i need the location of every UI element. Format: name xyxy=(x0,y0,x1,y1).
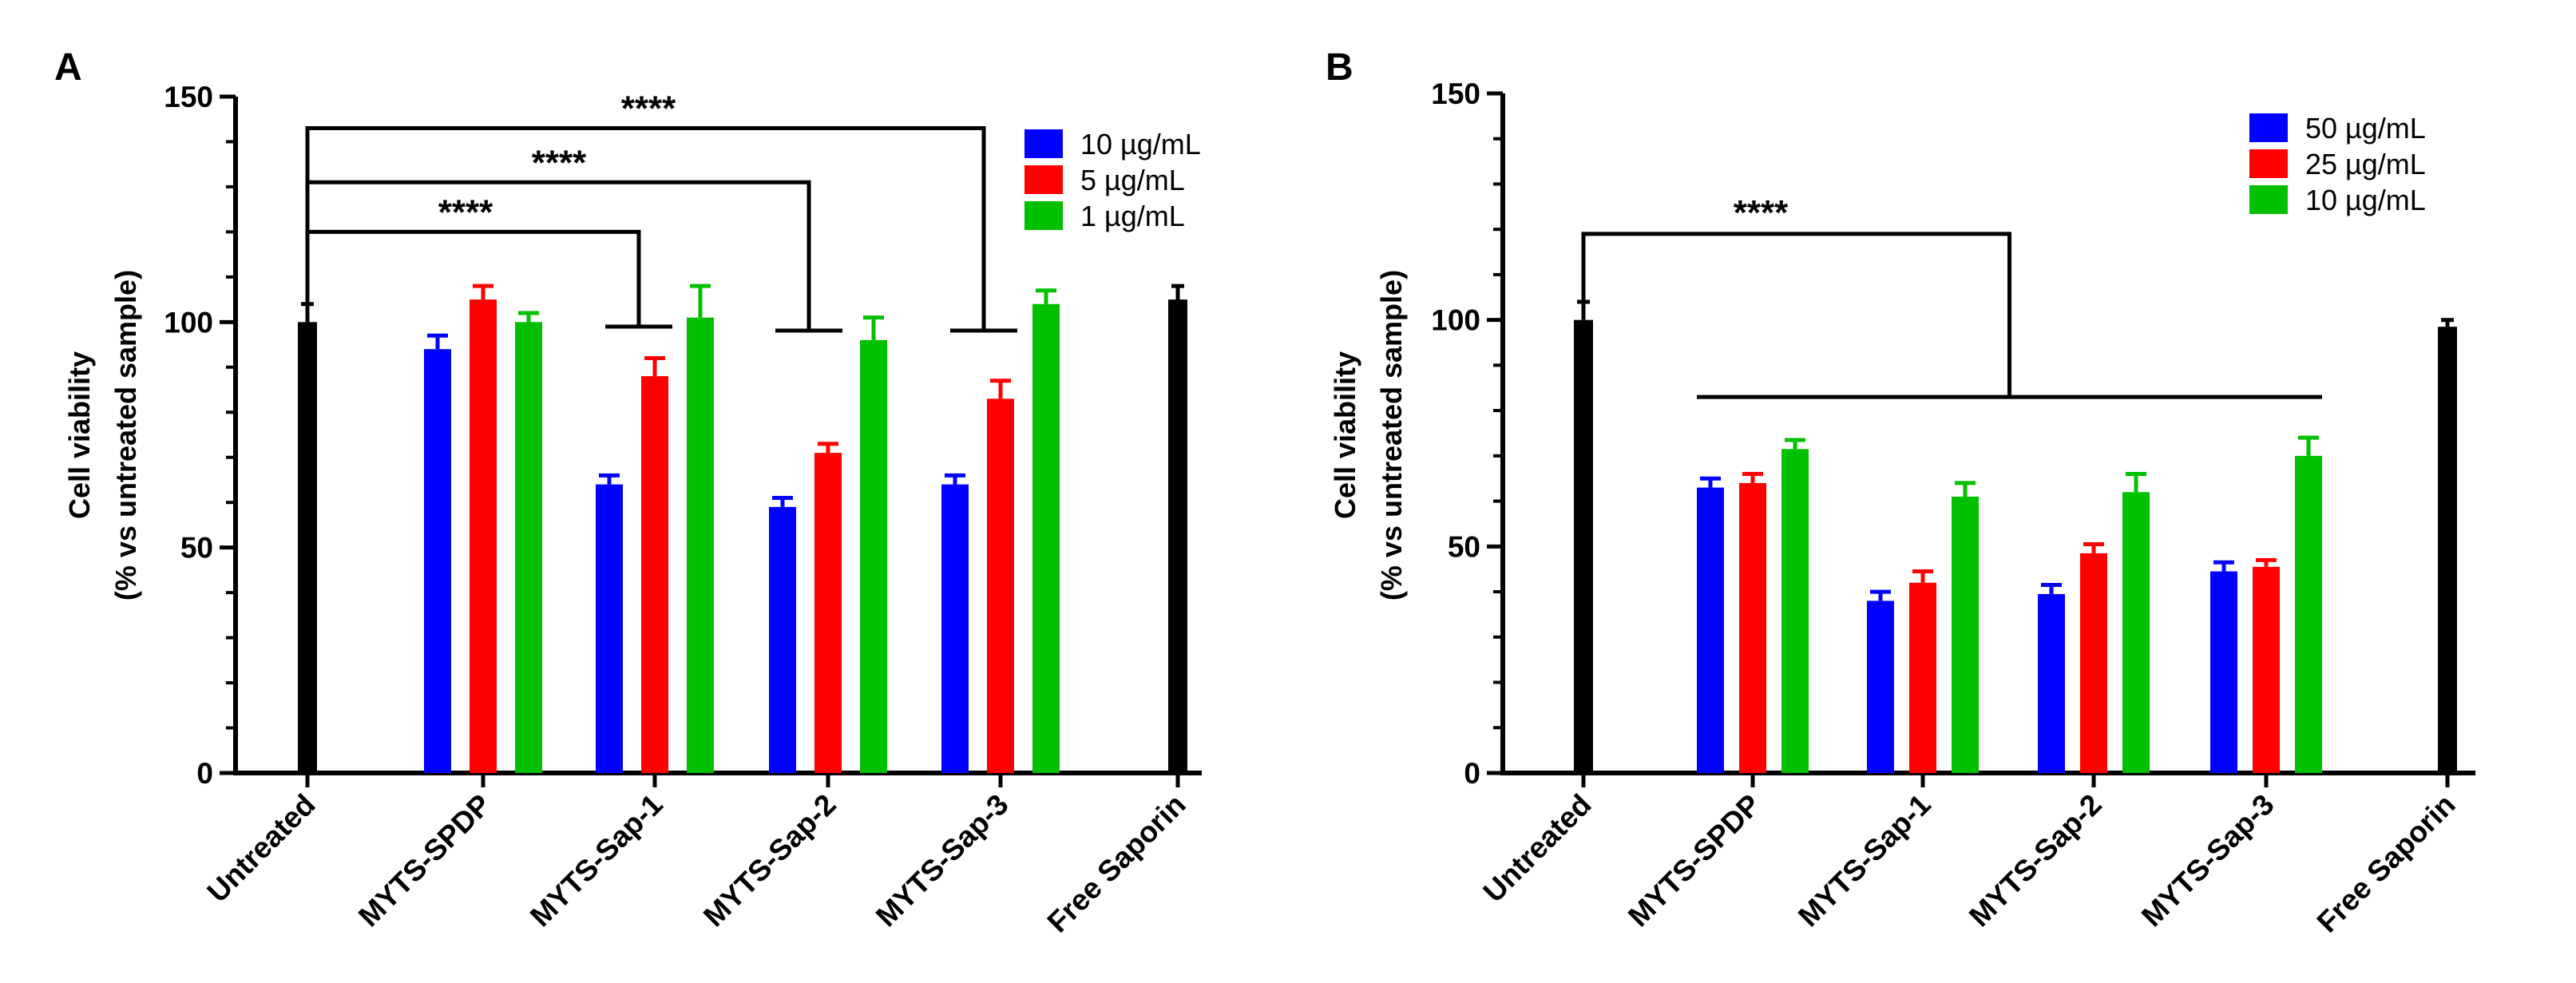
y-tick-label: 100 xyxy=(164,306,213,339)
legend-swatch xyxy=(1024,165,1063,194)
bar-free-saporin xyxy=(2438,327,2457,774)
legend-label: 5 µg/mL xyxy=(1080,164,1185,196)
x-category-label: MYTS-Sap-2 xyxy=(1963,788,2108,933)
x-category-label: MYTS-Sap-1 xyxy=(1792,788,1937,933)
legend-swatch xyxy=(2249,185,2288,214)
x-category-label: MYTS-SPDP xyxy=(1622,788,1767,933)
bar-series-2 xyxy=(687,317,714,774)
bar-series-0 xyxy=(596,484,623,773)
bar-free-saporin xyxy=(1168,299,1187,774)
significance-label: **** xyxy=(1734,193,1789,232)
x-category-label: Untreated xyxy=(1477,788,1598,909)
bar-series-2 xyxy=(860,339,887,773)
x-category-label: MYTS-Sap-3 xyxy=(2135,788,2281,933)
x-category-label: Free Saporin xyxy=(2311,788,2462,939)
x-category-label: MYTS-Sap-1 xyxy=(524,788,669,933)
bar-series-0 xyxy=(2038,593,2065,773)
y-axis-subtitle: (% vs untreated sample) xyxy=(109,270,142,601)
bar-series-1 xyxy=(2253,566,2280,773)
bar-series-2 xyxy=(2295,455,2322,773)
x-category-label: Untreated xyxy=(201,788,322,909)
panel-a: A 0 50 100 150 Cell viability (% vs untreated … xyxy=(54,46,1202,939)
bar-series-1 xyxy=(814,453,842,773)
bar-untreated xyxy=(298,322,317,773)
bar-series-1 xyxy=(1909,582,1936,773)
panel-b: B 0 50 100 150 Cell viability (% vs untreated … xyxy=(1326,46,2475,939)
bar-series-0 xyxy=(769,506,796,773)
legend-label: 1 µg/mL xyxy=(1080,200,1185,232)
x-category-label: MYTS-SPDP xyxy=(352,788,497,933)
y-tick-label: 50 xyxy=(180,532,213,565)
legend-swatch xyxy=(1024,129,1063,158)
significance-bracket xyxy=(305,126,986,331)
bar-series-0 xyxy=(2210,571,2237,773)
significance-label: **** xyxy=(621,89,676,129)
legend-label: 50 µg/mL xyxy=(2305,112,2426,145)
bar-series-1 xyxy=(987,398,1014,773)
y-axis-title: Cell viability xyxy=(1329,351,1361,519)
bar-series-0 xyxy=(1697,487,1724,773)
panel-letter: A xyxy=(54,46,82,89)
y-tick-label: 0 xyxy=(1464,757,1480,790)
legend-label: 25 µg/mL xyxy=(2305,148,2426,180)
x-category-label: MYTS-Sap-3 xyxy=(870,788,1015,933)
significance-label: **** xyxy=(438,192,493,232)
x-category-label: MYTS-Sap-2 xyxy=(697,788,842,933)
y-axis-subtitle: (% vs untreated sample) xyxy=(1375,270,1408,601)
bar-series-2 xyxy=(1781,449,1809,773)
bar-series-1 xyxy=(470,299,497,774)
significance-bracket xyxy=(1581,232,2011,398)
bar-series-1 xyxy=(641,376,668,773)
bar-series-0 xyxy=(1867,601,1894,773)
bar-series-0 xyxy=(941,484,969,773)
significance-label: **** xyxy=(532,143,587,182)
y-tick-label: 100 xyxy=(1431,304,1480,337)
y-tick-label: 150 xyxy=(164,81,213,113)
y-tick-label: 150 xyxy=(1431,77,1480,110)
y-tick-label: 0 xyxy=(196,757,213,790)
bar-series-2 xyxy=(2122,492,2150,773)
bar-series-2 xyxy=(1952,496,1979,773)
bar-series-2 xyxy=(515,322,542,773)
y-tick-label: 50 xyxy=(1448,530,1480,563)
legend-swatch xyxy=(2249,113,2288,142)
bar-series-1 xyxy=(1739,482,1766,773)
panel-letter: B xyxy=(1326,46,1353,89)
bar-untreated xyxy=(1574,319,1593,774)
legend-swatch xyxy=(1024,201,1063,230)
y-axis-title: Cell viability xyxy=(63,351,96,519)
bar-series-2 xyxy=(1032,303,1060,773)
legend-swatch xyxy=(2249,149,2288,178)
x-category-label: Free Saporin xyxy=(1041,788,1192,939)
bar-series-1 xyxy=(2080,553,2107,773)
significance-bracket xyxy=(305,180,811,331)
legend-label: 10 µg/mL xyxy=(1080,128,1201,161)
bar-series-0 xyxy=(424,349,451,773)
legend-label: 10 µg/mL xyxy=(2305,184,2426,216)
